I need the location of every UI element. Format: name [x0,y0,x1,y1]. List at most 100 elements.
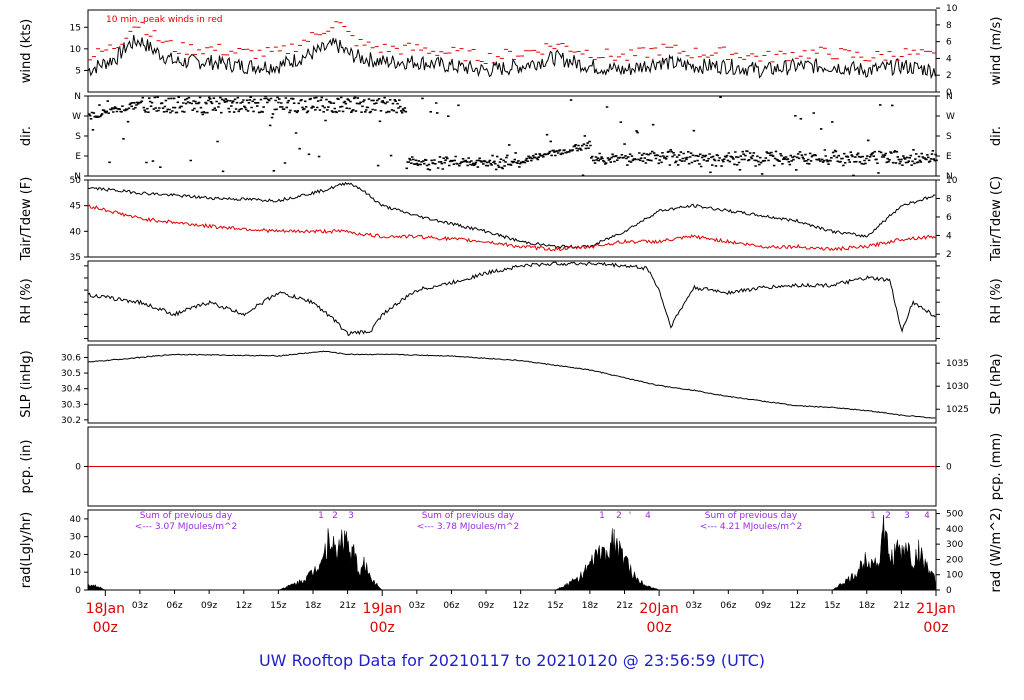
rad-marker: 4 [924,511,930,521]
dir-ltick-label: N [74,172,81,182]
slp-left-label: SLP (inHg) [19,350,34,418]
slp-series [87,350,936,419]
temp-rtick-label: 4 [946,231,952,241]
wind-rtick-label: 10 [946,4,958,14]
dir-rtick-label: W [946,112,955,122]
dir-right-label: dir. [989,126,1004,146]
wind-note: 10 min. peak winds in red [106,15,223,25]
temp-left-label: Tair/Tdew (F) [19,177,34,262]
rad-rtick-label: 300 [946,540,963,550]
temp-ltick-label: 50 [70,176,82,186]
dir-rtick-label: S [946,132,952,142]
temp-rtick-label: 10 [946,176,958,186]
rad-rtick-label: 500 [946,510,963,520]
wind-left-label: wind (kts) [19,19,34,83]
dir-rtick-label: N [946,92,953,102]
hour-tick-label: 12z [789,601,805,611]
hour-tick-label: 06z [443,601,459,611]
rh-left-label: RH (%) [19,278,34,323]
rad-ltick-label: 10 [70,568,82,578]
pcp-panel: 0 0 pcp. (in) pcp. (mm) [19,426,1004,507]
dir-ltick-label: W [72,112,81,122]
dir-rtick-label: E [946,152,952,162]
wind-panel: 5 10 15 0 2 4 6 8 10 wind (kts) wind (m/s) 10 min. … [19,4,1004,98]
tdew-series [87,204,936,252]
day-label-hour: 00z [647,620,672,636]
hour-tick-label: 21z [893,601,909,611]
day-label-hour: 00z [370,620,395,636]
slp-ltick-label: 30.3 [61,400,81,410]
hour-tick-label: 15z [547,601,563,611]
temp-right-label: Tair/Tdew (C) [989,176,1004,262]
rh-frame [87,260,937,342]
wind-mean-series [87,34,936,80]
rad-marker: 2 [885,511,891,521]
rad-rtick-label: 0 [946,586,952,596]
hour-tick-label: 18z [305,601,321,611]
rad-annotation-line2: <--- 4.21 MJoules/m^2 [700,522,802,532]
hour-tick-label: 12z [513,601,529,611]
dir-ltick-label: E [75,152,81,162]
wind-ltick-label: 5 [75,66,81,76]
rad-ltick-label: 0 [75,586,81,596]
x-axis: 03z 06z 09z 12z 15z 18z 21z 03z 06z 09z 12z 15z 18z 2… [86,590,956,636]
rad-marker: 4 [645,511,651,521]
rad-annotation-line2: <--- 3.07 MJoules/m^2 [135,522,237,532]
wind-right-label: wind (m/s) [989,17,1004,86]
rh-series [87,261,936,337]
rad-annotation-line1: Sum of previous day [422,511,515,521]
temp-panel: 35 40 45 50 2 4 6 8 10 Tair/Tdew (F) Tair/Tdew (C) [19,176,1004,263]
hour-tick-label: 06z [720,601,736,611]
slp-ltick-label: 30.2 [61,416,81,426]
hour-tick-label: 09z [201,601,217,611]
dir-left-label: dir. [19,126,34,146]
hour-tick-label: 12z [236,601,252,611]
pcp-right-label: pcp. (mm) [989,433,1004,500]
rad-marker: 2 [616,511,622,521]
hour-tick-label: 06z [166,601,182,611]
wind-frame [87,9,937,93]
day-label-hour: 00z [923,620,948,636]
slp-right-label: SLP (hPa) [989,353,1004,414]
rad-marker: 2 [332,511,338,521]
hour-tick-label: 03z [686,601,702,611]
rad-marker: 3 [348,511,354,521]
rad-series [87,514,937,591]
hour-tick-label: 09z [755,601,771,611]
pcp-rtick-label: 0 [946,463,952,473]
rh-right-label: RH (%) [989,278,1004,323]
slp-ltick-label: 30.4 [61,385,81,395]
hour-tick-label: 03z [132,601,148,611]
day-label-date: 21Jan [916,601,955,617]
temp-rtick-label: 8 [946,194,952,204]
wind-ltick-label: 15 [70,23,81,33]
dir-points [88,95,938,177]
slp-rtick-label: 1035 [946,359,969,369]
hour-tick-label: 21z [339,601,355,611]
rad-right-label: rad (W/m^2) [989,508,1004,593]
rad-marker: 3 [904,511,910,521]
tair-series [87,181,936,249]
rad-annotation-line1: Sum of previous day [140,511,233,521]
temp-ltick-label: 45 [70,202,81,212]
temp-rtick-label: 6 [946,213,952,223]
dir-panel: dir. dir.N NW WS SE EN N [19,92,1004,182]
dir-ltick-label: S [75,132,81,142]
temp-ltick-label: 35 [70,253,81,263]
dir-ltick-label: N [74,92,81,102]
dir-rtick-label: N [946,172,953,182]
rad-ltick-label: 20 [70,550,82,560]
rh-panel: RH (%) RH (%) [19,260,1004,342]
rad-marker: 1 [599,511,605,521]
rad-marker: 1 [318,511,324,521]
rad-rtick-label: 400 [946,525,963,535]
hour-tick-label: 03z [409,601,425,611]
slp-panel: 30.2 30.3 30.4 30.5 30.6 1025 1030 1035 SLP (inH… [19,344,1004,426]
rad-rtick-label: 100 [946,571,963,581]
day-label-date: 18Jan [86,601,125,617]
rad-marker: 1 [870,511,876,521]
wind-rtick-label: 4 [946,54,952,64]
